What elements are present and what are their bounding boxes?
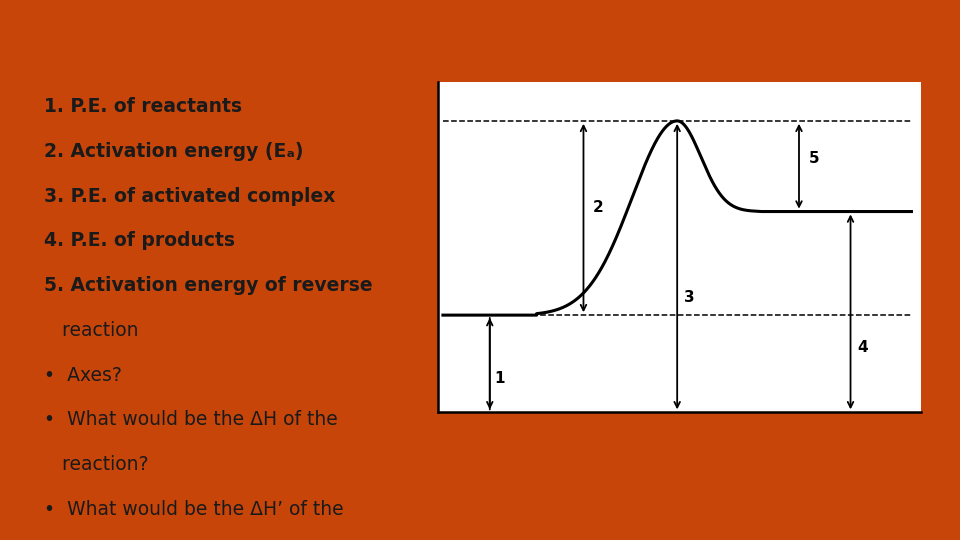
Text: 3. P.E. of activated complex: 3. P.E. of activated complex (44, 187, 335, 206)
Text: reaction: reaction (44, 321, 138, 340)
Text: 3: 3 (684, 289, 695, 305)
Text: Endothermic Potential: Endothermic Potential (305, 36, 655, 64)
Text: reaction?: reaction? (44, 455, 149, 474)
Text: 2. Activation energy (Eₐ): 2. Activation energy (Eₐ) (44, 142, 303, 161)
Text: 1. P.E. of reactants: 1. P.E. of reactants (44, 97, 242, 116)
Text: •  What would be the ΔH of the: • What would be the ΔH of the (44, 410, 338, 429)
Text: 5: 5 (808, 151, 819, 166)
Text: 4: 4 (857, 340, 868, 355)
Text: 1: 1 (494, 371, 505, 386)
Text: 5. Activation energy of reverse: 5. Activation energy of reverse (44, 276, 372, 295)
Text: 2: 2 (593, 200, 604, 214)
Text: •  What would be the ΔH’ of the: • What would be the ΔH’ of the (44, 500, 344, 518)
Text: •  Axes?: • Axes? (44, 366, 122, 384)
Text: 4. P.E. of products: 4. P.E. of products (44, 232, 235, 251)
Text: Energy Graph: Energy Graph (466, 97, 680, 125)
